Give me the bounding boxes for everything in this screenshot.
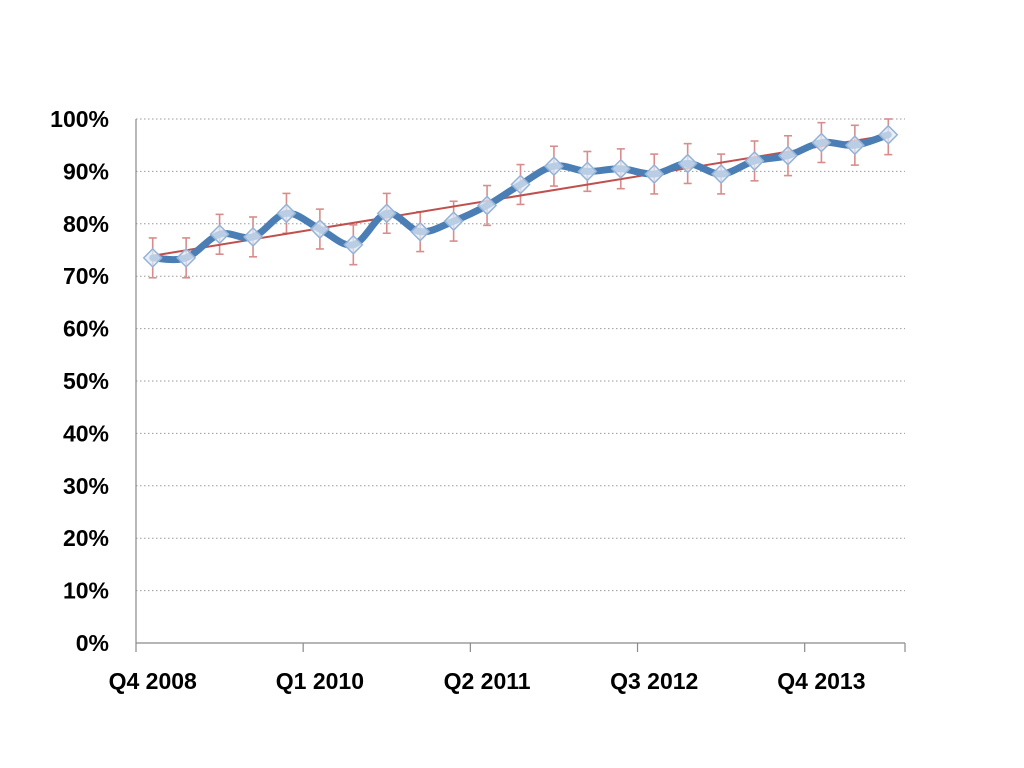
data-point	[610, 158, 631, 179]
y-tick-label: 40%	[63, 420, 109, 446]
y-tick-label: 100%	[50, 106, 109, 132]
data-point	[677, 153, 698, 174]
x-axis-tick-labels: Q4 2008 Q1 2010 Q2 2011 Q3 2012 Q4 2013	[109, 668, 866, 694]
data-point	[209, 224, 230, 245]
y-tick-label: 10%	[63, 578, 109, 604]
trendline	[152, 134, 889, 257]
data-point	[577, 161, 598, 182]
y-tick-label: 50%	[63, 368, 109, 394]
y-tick-label: 0%	[76, 630, 109, 656]
axes	[135, 119, 906, 652]
data-point	[242, 226, 264, 247]
y-axis-tick-labels: 0% 10% 20% 30% 40% 50% 60% 70% 80% 90% 100%	[50, 106, 109, 656]
data-markers	[142, 124, 899, 268]
data-point	[711, 163, 732, 185]
x-tick-label: Q4 2008	[109, 668, 197, 694]
data-point	[309, 218, 330, 240]
data-point	[844, 135, 865, 156]
y-tick-label: 30%	[63, 473, 109, 499]
x-tick-label: Q3 2012	[610, 668, 698, 694]
data-point	[410, 221, 431, 242]
x-tick-label: Q1 2010	[276, 668, 364, 694]
data-point	[777, 145, 799, 166]
y-tick-label: 60%	[63, 316, 109, 342]
y-tick-label: 20%	[63, 525, 109, 551]
data-point	[343, 234, 364, 255]
y-tick-label: 90%	[63, 158, 109, 184]
data-point	[543, 156, 564, 177]
data-point	[878, 124, 899, 145]
y-tick-label: 80%	[63, 211, 109, 237]
y-tick-label: 70%	[63, 263, 109, 289]
data-point	[276, 203, 297, 224]
data-point	[142, 247, 163, 268]
trendline	[152, 134, 889, 257]
data-point	[443, 211, 464, 232]
data-point	[477, 195, 498, 216]
data-point	[176, 247, 197, 268]
x-tick-label: Q4 2013	[777, 668, 865, 694]
data-point	[744, 150, 765, 171]
data-point	[811, 132, 832, 153]
data-point	[644, 163, 665, 185]
data-point	[510, 174, 531, 195]
x-tick-label: Q2 2011	[444, 668, 531, 694]
data-point	[376, 203, 397, 224]
error-bars	[148, 118, 893, 279]
